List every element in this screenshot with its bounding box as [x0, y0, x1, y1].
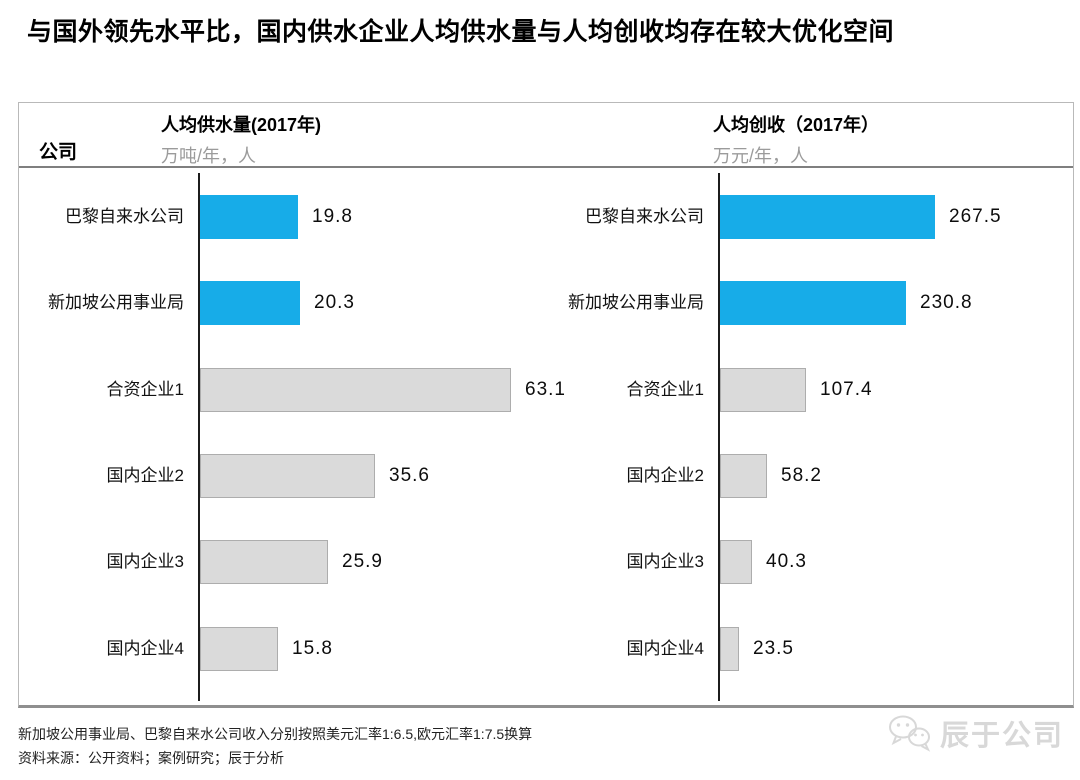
- value-label: 267.5: [949, 206, 1002, 227]
- bar: [720, 626, 739, 671]
- value-label: 23.5: [753, 637, 794, 659]
- value-label: 20.3: [314, 292, 355, 314]
- company-label: 巴黎自来水公司: [585, 207, 704, 226]
- company-label: 国内企业4: [106, 638, 184, 658]
- bar: [200, 453, 375, 498]
- company-label: 国内企业2: [106, 465, 184, 485]
- header-separator-line: [19, 166, 1073, 168]
- value-label: 107.4: [820, 378, 873, 400]
- left-chart-header: 人均供水量(2017年) 万吨/年，人: [161, 111, 321, 168]
- right-chart-header: 人均创收（2017年） 万元/年，人: [713, 111, 879, 168]
- company-label: 国内企业3: [626, 552, 704, 572]
- chart-frame: 公司 人均供水量(2017年) 万吨/年，人 人均创收（2017年） 万元/年，…: [18, 102, 1074, 708]
- company-label: 国内企业2: [626, 465, 704, 485]
- left-axis-line: [198, 173, 200, 701]
- watermark: 辰于公司: [887, 712, 1064, 754]
- footnotes: 新加坡公用事业局、巴黎自来水公司收入分别按照美元汇率1:6.5,欧元汇率1:7.…: [18, 722, 532, 770]
- bar: [720, 540, 752, 585]
- value-label: 35.6: [389, 464, 430, 486]
- footnote-exchange-rate: 新加坡公用事业局、巴黎自来水公司收入分别按照美元汇率1:6.5,欧元汇率1:7.…: [18, 726, 533, 742]
- value-label: 58.2: [781, 464, 822, 486]
- right-axis-line: [718, 173, 720, 701]
- bar: [200, 367, 511, 412]
- bar: [200, 540, 328, 585]
- value-label: 19.8: [312, 206, 353, 227]
- company-label: 合资企业1: [106, 379, 184, 399]
- footnote-source: 资料来源：公开资料；案例研究；辰于分析: [18, 750, 284, 766]
- value-label: 25.9: [342, 551, 383, 573]
- bar: [200, 281, 300, 326]
- bar: [200, 195, 298, 239]
- value-label: 15.8: [292, 637, 333, 659]
- company-column-header: 公司: [39, 142, 78, 163]
- value-label: 63.1: [525, 378, 566, 400]
- right-chart-unit-label: 万元/年，人: [713, 146, 809, 166]
- right-chart-title: 人均创收（2017年）: [713, 115, 880, 135]
- value-label: 230.8: [920, 292, 973, 314]
- company-label: 国内企业3: [106, 552, 184, 572]
- bar: [720, 367, 806, 412]
- wechat-icon: [888, 715, 931, 752]
- bar: [720, 453, 767, 498]
- left-chart-title: 人均供水量(2017年): [161, 115, 322, 135]
- left-chart-rows: 巴黎自来水公司 19.8 新加坡公用事业局 20.3 合资企业1 63.1 国内企业2 35.…: [19, 103, 1073, 705]
- left-chart-unit-label: 万吨/年，人: [161, 146, 257, 166]
- right-chart-rows: 巴黎自来水公司 267.5 新加坡公用事业局 230.8 合资企业1 107.4 国内企业2…: [19, 103, 1073, 705]
- company-label: 合资企业1: [626, 379, 704, 399]
- company-label: 巴黎自来水公司: [65, 207, 184, 226]
- company-label: 国内企业4: [626, 638, 704, 658]
- value-label: 40.3: [766, 551, 807, 573]
- bar: [720, 281, 906, 326]
- bar: [200, 626, 278, 671]
- bar: [720, 195, 935, 239]
- watermark-text: 辰于公司: [939, 720, 1064, 752]
- company-label: 新加坡公用事业局: [48, 293, 184, 313]
- company-label: 新加坡公用事业局: [568, 293, 704, 313]
- page-title: 与国外领先水平比，国内供水企业人均供水量与人均创收均存在较大优化空间: [27, 18, 895, 46]
